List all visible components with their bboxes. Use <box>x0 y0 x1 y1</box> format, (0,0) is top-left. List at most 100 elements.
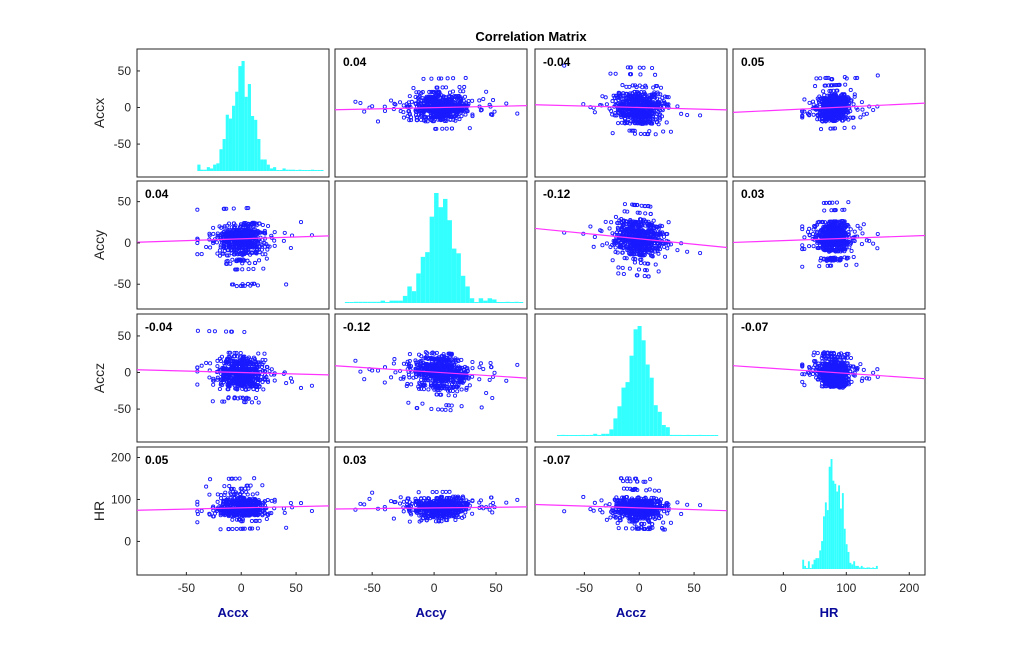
scatter-point <box>825 226 831 231</box>
scatter-point <box>229 231 234 236</box>
scatter-point <box>640 233 645 238</box>
scatter-point <box>207 329 212 334</box>
scatter-point <box>256 351 261 356</box>
scatter-point <box>637 119 642 125</box>
scatter-point <box>241 229 246 234</box>
scatter-point <box>845 95 850 100</box>
scatter-point <box>425 115 431 120</box>
histogram-bar <box>238 66 242 171</box>
panel-accy-hr: 0.03 <box>732 180 926 310</box>
scatter-point <box>362 109 367 114</box>
scatter-point <box>638 109 643 114</box>
scatter-point <box>459 99 464 104</box>
histogram-bar <box>509 302 515 303</box>
scatter-point <box>298 385 304 391</box>
scatter-point <box>657 232 662 237</box>
scatter-point <box>627 94 632 99</box>
scatter-point <box>698 251 703 256</box>
scatter-point <box>800 224 805 229</box>
scatter-point <box>453 93 458 99</box>
scatter-point <box>218 233 223 238</box>
scatter-point <box>805 111 811 116</box>
scatter-point <box>642 90 647 95</box>
scatter-point <box>437 93 442 98</box>
scatter-point <box>621 218 626 223</box>
scatter-point <box>243 400 248 405</box>
scatter-point <box>455 109 460 114</box>
scatter-point <box>634 273 639 278</box>
scatter-point <box>631 256 636 261</box>
scatter-point <box>241 242 246 247</box>
scatter-point <box>835 88 840 93</box>
scatter-point <box>443 85 449 90</box>
scatter-point <box>207 375 212 380</box>
scatter-point <box>224 206 229 211</box>
scatter-point <box>657 242 662 247</box>
scatter-point <box>262 351 267 356</box>
scatter-point <box>859 100 864 105</box>
scatter-point <box>828 97 833 102</box>
scatter-point <box>619 221 624 226</box>
scatter-point <box>413 109 419 114</box>
histogram-bar <box>429 216 435 303</box>
scatter-point <box>624 256 629 261</box>
scatter-point <box>199 363 204 368</box>
scatter-point <box>229 329 234 334</box>
scatter-point <box>598 228 603 233</box>
scatter-point <box>644 85 649 90</box>
scatter-point <box>470 98 475 103</box>
scatter-point <box>434 90 439 95</box>
scatter-point <box>655 90 660 95</box>
scatter-point <box>215 364 220 369</box>
scatter-point <box>814 235 819 240</box>
scatter-point <box>252 381 257 386</box>
scatter-point <box>825 258 830 263</box>
scatter-point <box>821 200 826 206</box>
scatter-point <box>645 234 650 239</box>
scatter-point <box>830 200 835 205</box>
scatter-point <box>637 83 642 88</box>
scatter-point <box>224 261 229 266</box>
scatter-point <box>265 244 270 249</box>
fit-line <box>137 235 329 243</box>
scatter-point <box>867 238 872 243</box>
scatter-point <box>616 235 621 240</box>
scatter-point <box>685 249 690 254</box>
scatter-point <box>429 89 434 95</box>
scatter-point <box>224 259 229 264</box>
scatter-point <box>235 267 240 272</box>
scatter-point <box>807 244 812 249</box>
scatter-point <box>841 242 846 247</box>
scatter-point <box>414 118 419 123</box>
scatter-point <box>807 100 812 105</box>
scatter-point <box>389 98 394 103</box>
scatter-point <box>819 118 824 123</box>
histogram-bar <box>282 168 286 171</box>
scatter-point <box>645 132 650 137</box>
scatter-point <box>833 96 838 101</box>
histogram-bar <box>447 220 452 303</box>
scatter-point <box>818 258 823 263</box>
scatter-point <box>249 244 254 249</box>
scatter-point <box>864 111 869 116</box>
scatter-point <box>641 101 646 106</box>
scatter-point <box>640 113 645 118</box>
scatter-point <box>852 229 857 234</box>
scatter-point <box>223 360 229 365</box>
scatter-point <box>800 115 805 120</box>
scatter-point <box>621 110 626 115</box>
scatter-point <box>242 330 247 335</box>
scatter-point <box>855 107 860 112</box>
scatter-point <box>265 223 271 229</box>
histogram-bar <box>232 105 236 171</box>
scatter-point <box>635 210 640 215</box>
scatter-point <box>845 233 850 238</box>
histogram-bar <box>279 170 283 171</box>
scatter-point <box>358 100 363 106</box>
scatter-point <box>641 65 646 70</box>
scatter-point <box>429 76 434 81</box>
scatter-point <box>407 118 412 123</box>
scatter-point <box>818 127 824 132</box>
scatter-point <box>652 93 657 98</box>
scatter-point <box>616 97 621 103</box>
